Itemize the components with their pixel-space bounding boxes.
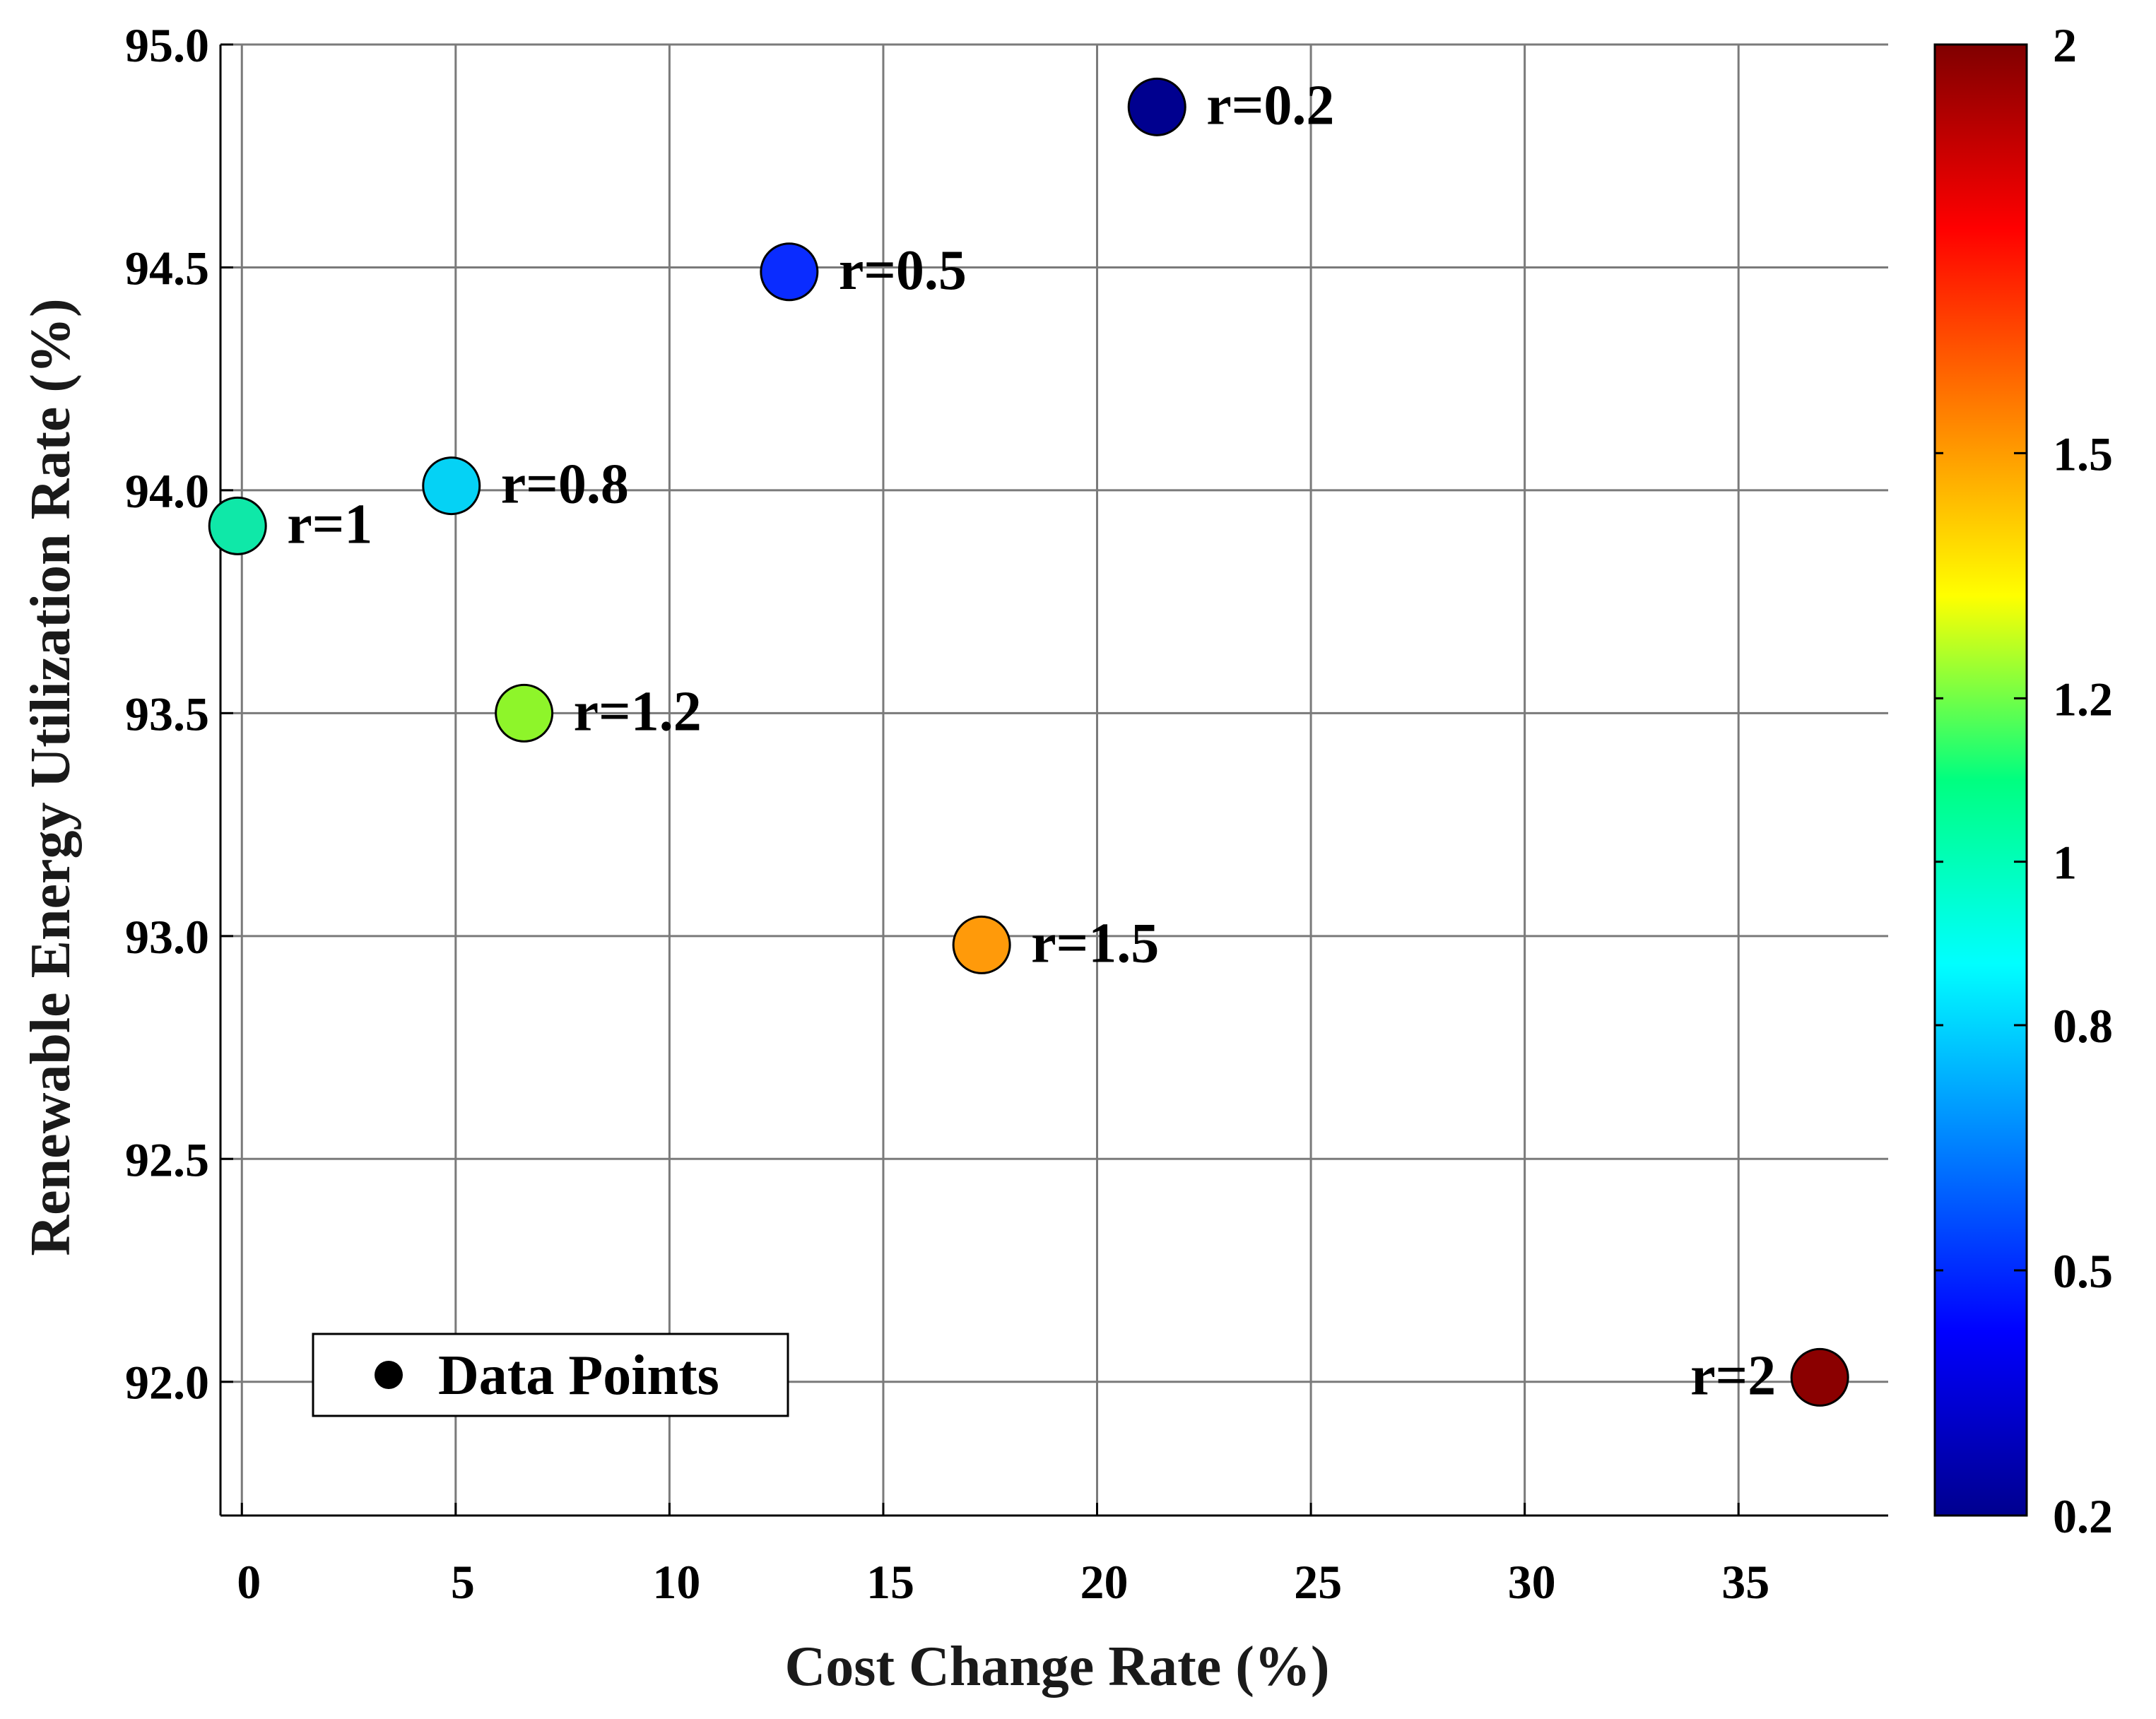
y-tick-label: 92.0 — [125, 1356, 209, 1410]
y-tick-label: 94.0 — [125, 464, 209, 518]
axes — [219, 43, 1888, 1517]
data-point — [1127, 77, 1186, 136]
point-labels: r=0.2 r=0.5 r=0.8 r=1 r=1.2 r=1.5 r=2 — [287, 74, 1776, 1407]
colorbar-tick-label: 1 — [2053, 836, 2077, 890]
data-point-label: r=0.5 — [839, 240, 967, 302]
data-point — [1790, 1347, 1849, 1407]
y-tick-label: 92.5 — [125, 1133, 209, 1186]
colorbar-tick-label: 1.5 — [2053, 427, 2113, 480]
x-tick-label: 10 — [652, 1555, 700, 1609]
legend-label: Data Points — [438, 1345, 719, 1407]
x-tick-label: 20 — [1080, 1555, 1129, 1609]
legend-marker — [375, 1361, 403, 1389]
y-tick-label: 93.0 — [125, 910, 209, 964]
data-point-label: r=2 — [1690, 1345, 1776, 1407]
data-point — [760, 242, 819, 302]
data-point — [495, 683, 554, 743]
data-points — [208, 77, 1849, 1407]
data-point — [422, 456, 481, 516]
x-tick-label: 5 — [451, 1555, 475, 1609]
x-tick-label: 15 — [866, 1555, 914, 1609]
colorbar-tick-label: 0.5 — [2053, 1244, 2113, 1298]
x-tick-label: 25 — [1294, 1555, 1342, 1609]
data-point-label: r=0.2 — [1206, 74, 1334, 136]
x-axis-title: Cost Change Rate (%) — [784, 1636, 1329, 1698]
x-tick-label: 35 — [1721, 1555, 1769, 1609]
y-tick-label: 94.5 — [125, 241, 209, 295]
y-axis-title: Renewable Energy Utilization Rate (%) — [20, 298, 82, 1256]
x-tick-label: 30 — [1508, 1555, 1556, 1609]
data-point — [952, 915, 1011, 974]
data-point-label: r=1 — [287, 493, 372, 555]
colorbar: 0.2 0.5 0.8 1 1.2 1.5 2 — [1933, 18, 2113, 1543]
data-point-label: r=0.8 — [501, 454, 629, 516]
x-tick-label: 0 — [237, 1555, 261, 1609]
data-point — [208, 496, 267, 555]
colorbar-tick-label: 1.2 — [2053, 672, 2113, 726]
legend: Data Points — [312, 1333, 789, 1417]
colorbar-tick-label: 2 — [2053, 18, 2077, 72]
y-tick-label: 93.5 — [125, 687, 209, 740]
data-point-label: r=1.2 — [574, 680, 702, 743]
tick-labels: 0 5 10 15 20 25 30 35 92.0 92.5 93.0 93.5 94.0 94.5 95… — [125, 18, 1769, 1609]
colorbar-ticks: 0.2 0.5 0.8 1 1.2 1.5 2 — [1935, 18, 2113, 1543]
colorbar-tick-label: 0.2 — [2053, 1489, 2113, 1543]
colorbar-gradient — [1933, 43, 2028, 1517]
colorbar-tick-label: 0.8 — [2053, 999, 2113, 1053]
y-tick-label: 95.0 — [125, 18, 209, 72]
data-point-label: r=1.5 — [1031, 912, 1159, 974]
